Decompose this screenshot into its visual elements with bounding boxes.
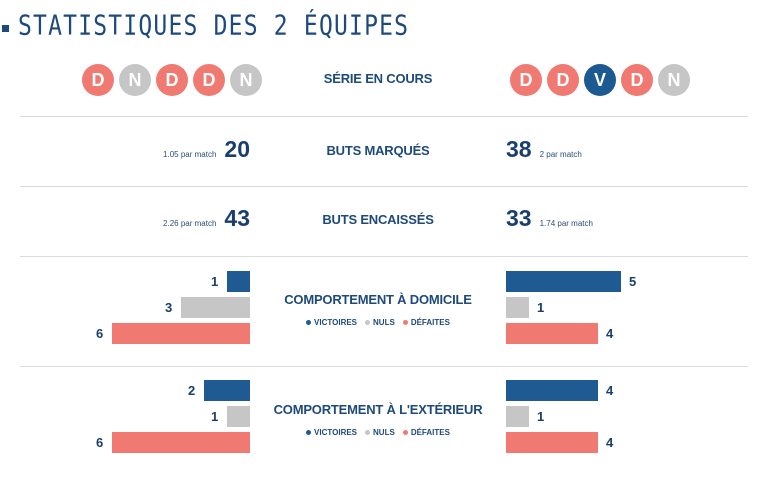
buts-marques-left-per: 1.05 par match — [163, 150, 217, 159]
divider — [20, 366, 748, 367]
legend-victoires-label: VICTOIRES — [314, 428, 358, 437]
bar-right-victoires — [506, 380, 598, 401]
bar-right-defaites — [506, 432, 598, 453]
bar-left-nuls-value: 3 — [165, 300, 173, 315]
bar-left-defaites — [112, 432, 250, 453]
bar-right-defaites — [506, 323, 598, 344]
bar-left-nuls — [227, 406, 250, 427]
domicile-legend: VICTOIRES NULS DÉFAITES — [268, 318, 488, 327]
buts-marques-left-value: 20 — [224, 136, 250, 162]
bar-left-defaites — [112, 323, 250, 344]
bar-left-victoires — [227, 271, 250, 292]
exterieur-legend: VICTOIRES NULS DÉFAITES — [268, 428, 488, 437]
buts-marques-right-per: 2 par match — [539, 150, 582, 159]
form-badge-left-2: N — [119, 64, 151, 96]
bar-right-nuls — [506, 406, 529, 427]
bar-right-victoires-value: 4 — [606, 383, 614, 398]
bar-right-victoires-value: 5 — [629, 274, 637, 289]
bar-left-nuls — [181, 297, 250, 318]
form-badge-right-2: D — [547, 64, 579, 96]
nuls-dot-icon — [365, 430, 371, 435]
form-badge-right-4: D — [621, 64, 653, 96]
legend-defaites-label: DÉFAITES — [410, 428, 450, 437]
legend-nuls: NULS — [365, 318, 395, 327]
bar-left-victoires — [204, 380, 250, 401]
divider — [20, 186, 748, 187]
form-badge-left-4: D — [193, 64, 225, 96]
page-title: STATISTIQUES DES 2 ÉQUIPES — [18, 10, 410, 42]
bar-left-defaites-value: 6 — [96, 326, 104, 341]
legend-victoires: VICTOIRES — [306, 318, 357, 327]
exterieur-label: COMPORTEMENT À L'EXTÉRIEUR — [273, 402, 483, 417]
legend-victoires: VICTOIRES — [306, 428, 357, 437]
bar-left-victoires-value: 2 — [188, 383, 196, 398]
legend-nuls-label: NULS — [373, 428, 395, 437]
serie-label: SÉRIE EN COURS — [323, 71, 433, 86]
buts-encaisses-left: 2.26 par match 43 — [155, 205, 250, 232]
buts-marques-right: 38 2 par match — [506, 136, 590, 163]
defaites-dot-icon — [402, 430, 408, 435]
buts-encaisses-left-value: 43 — [224, 205, 250, 231]
form-badge-right-3: V — [584, 64, 616, 96]
buts-encaisses-label: BUTS ENCAISSÉS — [322, 212, 434, 227]
title-bullet — [2, 24, 9, 32]
bar-left-defaites-value: 6 — [96, 435, 104, 450]
buts-encaisses-right: 33 1.74 par match — [506, 205, 601, 232]
form-badge-right-1: D — [510, 64, 542, 96]
nuls-dot-icon — [365, 320, 371, 325]
bar-right-nuls — [506, 297, 529, 318]
legend-victoires-label: VICTOIRES — [314, 318, 358, 327]
page-title-wrap: STATISTIQUES DES 2 ÉQUIPES — [2, 10, 409, 42]
legend-nuls-label: NULS — [373, 318, 395, 327]
form-badge-left-5: N — [230, 64, 262, 96]
divider — [20, 116, 748, 117]
bar-right-defaites-value: 4 — [606, 435, 614, 450]
divider — [20, 256, 748, 257]
legend-defaites: DÉFAITES — [402, 318, 450, 327]
bar-right-nuls-value: 1 — [537, 300, 545, 315]
bar-right-victoires — [506, 271, 621, 292]
buts-encaisses-right-value: 33 — [506, 205, 532, 231]
buts-encaisses-right-per: 1.74 par match — [539, 219, 593, 228]
buts-marques-label: BUTS MARQUÉS — [326, 143, 430, 158]
domicile-label: COMPORTEMENT À DOMICILE — [284, 292, 472, 307]
buts-marques-right-value: 38 — [506, 136, 532, 162]
legend-nuls: NULS — [365, 428, 395, 437]
bar-right-defaites-value: 4 — [606, 326, 614, 341]
bar-left-victoires-value: 1 — [211, 274, 219, 289]
buts-marques-left: 1.05 par match 20 — [155, 136, 250, 163]
legend-defaites-label: DÉFAITES — [410, 318, 450, 327]
victoires-dot-icon — [306, 430, 312, 435]
form-badge-right-5: N — [658, 64, 690, 96]
buts-encaisses-left-per: 2.26 par match — [163, 219, 217, 228]
form-badge-left-3: D — [156, 64, 188, 96]
victoires-dot-icon — [306, 320, 312, 325]
legend-defaites: DÉFAITES — [402, 428, 450, 437]
bar-right-nuls-value: 1 — [537, 409, 545, 424]
form-badge-left-1: D — [82, 64, 114, 96]
bar-left-nuls-value: 1 — [211, 409, 219, 424]
defaites-dot-icon — [402, 320, 408, 325]
